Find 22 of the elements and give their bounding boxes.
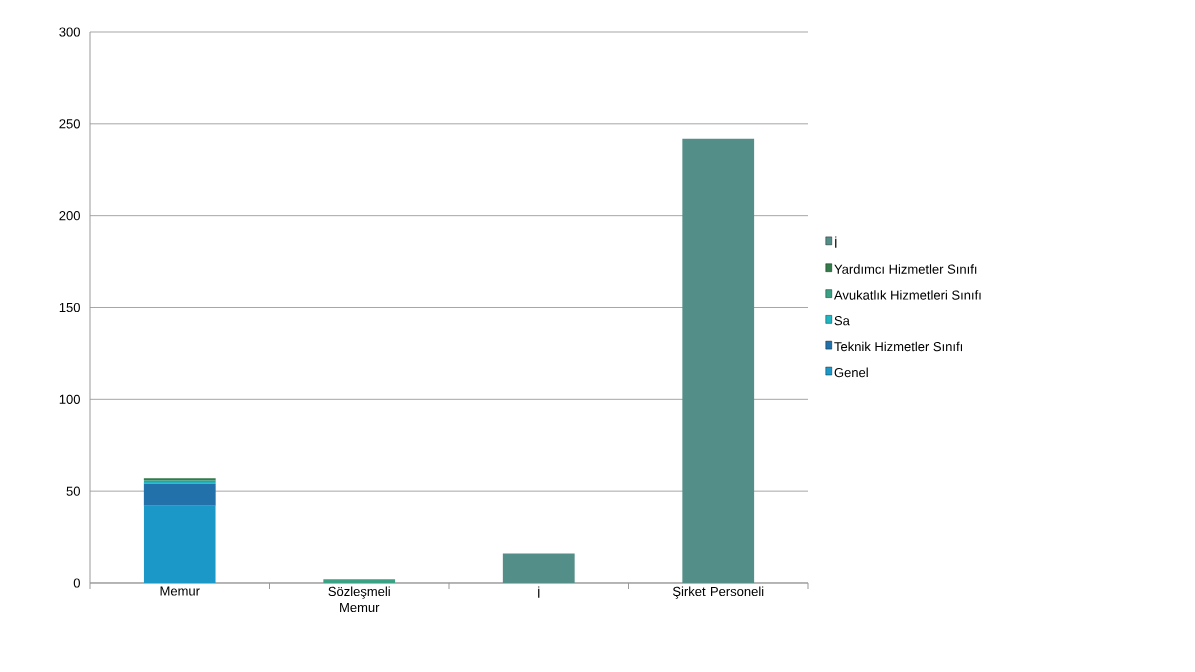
legend-label: İ <box>835 236 837 248</box>
legend-label: Sa <box>834 316 850 326</box>
legend-label: Yardımcı Hizmetler Sınıfı <box>834 264 977 274</box>
x-tick-label: Sözleşmeli Memur <box>328 586 390 613</box>
x-tick-label: Memur <box>160 586 200 596</box>
y-tick-label: 200 <box>59 211 80 221</box>
legend-label: Teknik Hizmetler Sınıfı <box>834 341 963 352</box>
bar <box>682 138 755 583</box>
bar <box>502 553 575 583</box>
y-tick-label: 150 <box>59 302 80 313</box>
legend-label: Avukatlık Hizmetleri Sınıfı <box>834 290 981 300</box>
y-tick-label: 100 <box>59 394 80 404</box>
bar <box>143 483 216 506</box>
y-tick-label: 0 <box>73 578 80 588</box>
x-tick-label: İ <box>538 586 540 598</box>
bar <box>143 505 216 583</box>
y-tick-label: 50 <box>66 486 80 496</box>
legend-label: Genel <box>834 367 868 378</box>
y-tick-label: 300 <box>59 27 80 37</box>
bar <box>323 579 396 583</box>
x-tick-label: Şirket Personeli <box>672 586 764 599</box>
y-tick-label: 250 <box>59 119 80 129</box>
